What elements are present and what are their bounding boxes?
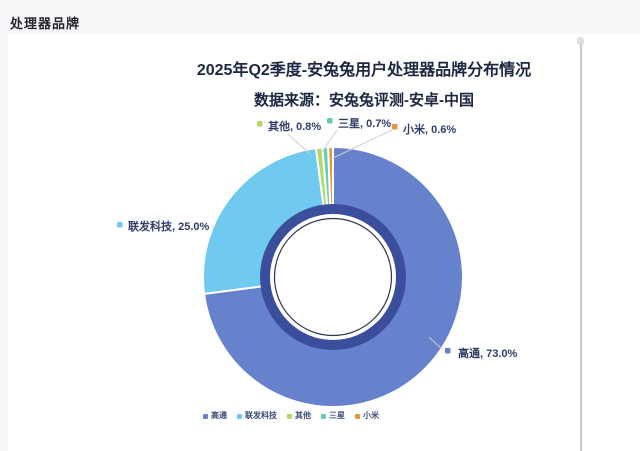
- legend-marker-高通: [203, 413, 208, 419]
- legend-label-高通: 高通: [211, 411, 227, 420]
- slice-label-联发科技: 联发科技, 25.0%: [128, 219, 210, 233]
- scrollbar-track[interactable]: [580, 44, 582, 451]
- legend-marker-其他: [287, 413, 292, 419]
- legend-item-小米[interactable]: 小米: [355, 412, 379, 420]
- label-marker-小米: [392, 124, 398, 130]
- donut-hole: [270, 214, 396, 340]
- legend-label-联发科技: 联发科技: [245, 411, 277, 420]
- label-leader-line-小米: [330, 129, 393, 160]
- page-title: 处理器品牌: [10, 16, 81, 31]
- label-leader-line-三星: [321, 129, 338, 153]
- label-marker-其他: [257, 121, 263, 127]
- label-leader-line-高通: [428, 336, 444, 351]
- scrollbar-thumb[interactable]: [577, 37, 584, 45]
- legend-marker-联发科技: [237, 413, 242, 419]
- chart-subtitle: 数据来源：安兔兔评测-安卓-中国: [254, 92, 474, 109]
- legend-item-联发科技[interactable]: 联发科技: [237, 412, 277, 420]
- label-marker-高通: [445, 348, 451, 354]
- legend-marker-三星: [321, 413, 326, 419]
- slice-label-小米: 小米, 0.6%: [402, 122, 456, 136]
- legend-item-三星[interactable]: 三星: [321, 412, 345, 420]
- legend-label-三星: 三星: [329, 411, 345, 420]
- label-marker-三星: [327, 118, 333, 124]
- legend-marker-小米: [355, 413, 360, 419]
- legend-item-高通[interactable]: 高通: [203, 412, 227, 420]
- label-marker-联发科技: [117, 222, 123, 228]
- slice-label-其他: 其他, 0.8%: [268, 119, 321, 133]
- slice-label-高通: 高通, 73.0%: [458, 346, 518, 360]
- chart-title: 2025年Q2季度-安兔兔用户处理器品牌分布情况: [196, 62, 532, 79]
- label-leader-line-其他: [287, 133, 312, 156]
- legend-label-其他: 其他: [295, 411, 311, 420]
- donut-hole-outline: [273, 217, 393, 337]
- slice-label-三星: 三星, 0.7%: [338, 117, 391, 130]
- legend-item-其他[interactable]: 其他: [287, 412, 311, 420]
- legend-label-小米: 小米: [363, 411, 379, 420]
- chart-legend: 高通 联发科技 其他 三星 小米: [0, 412, 582, 420]
